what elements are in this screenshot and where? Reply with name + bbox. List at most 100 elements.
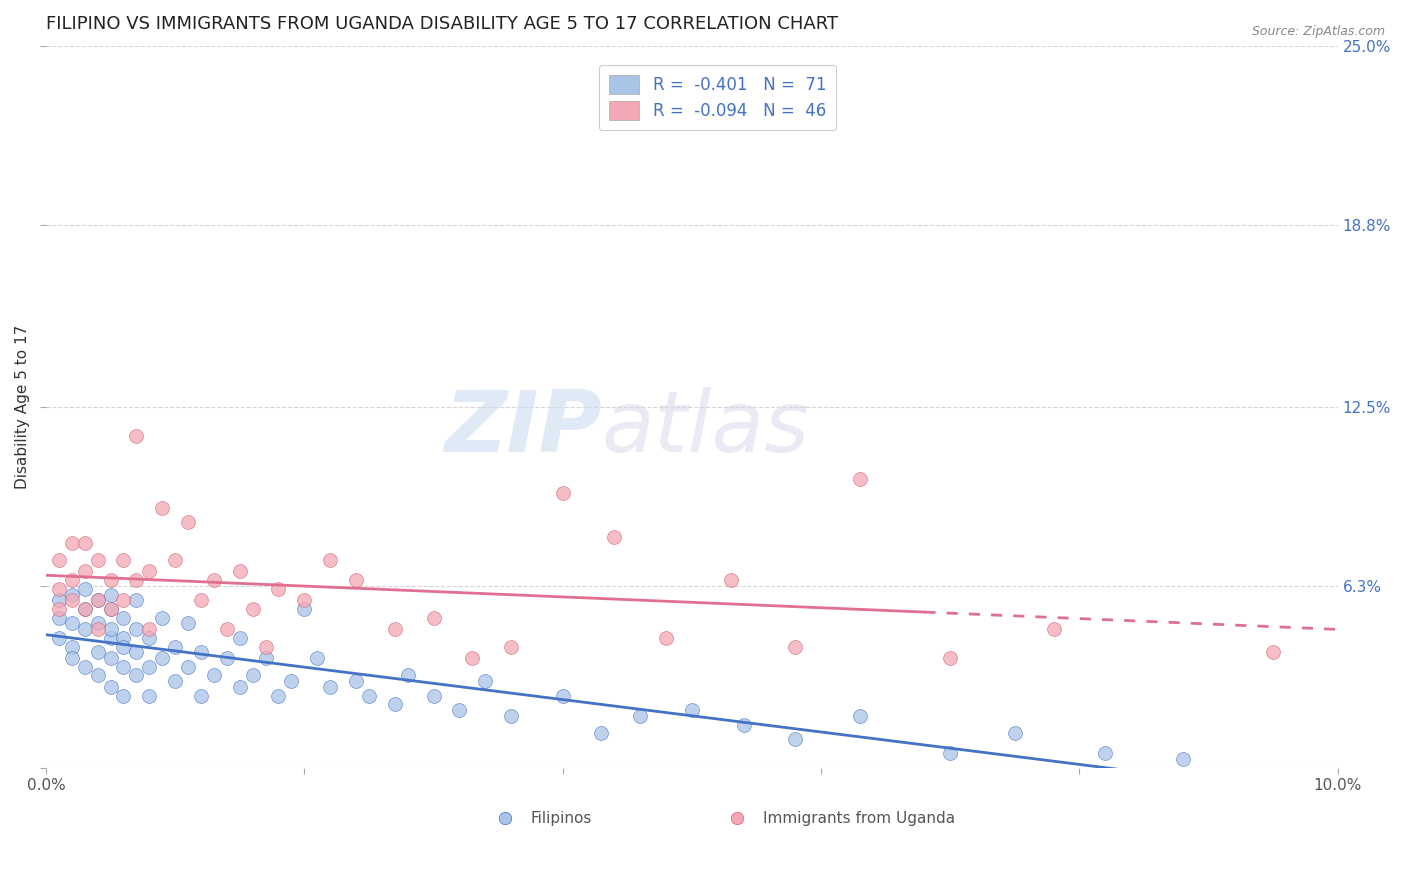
Point bbox=[125, 668, 148, 682]
Point bbox=[48, 553, 70, 567]
Point bbox=[1042, 622, 1064, 636]
Point bbox=[86, 616, 108, 631]
Point bbox=[720, 573, 742, 587]
Point bbox=[292, 593, 315, 607]
Point bbox=[60, 573, 83, 587]
Point bbox=[1171, 752, 1194, 766]
Point bbox=[267, 582, 290, 596]
Legend: R =  -0.401   N =  71, R =  -0.094   N =  46: R = -0.401 N = 71, R = -0.094 N = 46 bbox=[599, 65, 837, 130]
Point bbox=[254, 640, 277, 654]
Point bbox=[86, 622, 108, 636]
Point bbox=[100, 602, 122, 616]
Point bbox=[396, 668, 419, 682]
Point bbox=[112, 593, 135, 607]
Point bbox=[73, 602, 96, 616]
Point bbox=[125, 622, 148, 636]
Point bbox=[125, 645, 148, 659]
Point bbox=[1094, 747, 1116, 761]
Point bbox=[165, 553, 187, 567]
Point bbox=[60, 535, 83, 549]
Point bbox=[785, 640, 807, 654]
Point bbox=[138, 689, 160, 703]
Point bbox=[1263, 645, 1285, 659]
Point bbox=[229, 565, 252, 579]
Point bbox=[100, 573, 122, 587]
Point bbox=[384, 698, 406, 712]
Point bbox=[100, 631, 122, 645]
Point bbox=[48, 602, 70, 616]
Point bbox=[229, 631, 252, 645]
Point bbox=[48, 610, 70, 624]
Point bbox=[422, 689, 444, 703]
Point bbox=[112, 660, 135, 674]
Point bbox=[138, 565, 160, 579]
Point bbox=[112, 689, 135, 703]
Point bbox=[551, 486, 574, 500]
Point bbox=[461, 651, 484, 665]
Point bbox=[150, 651, 173, 665]
Point bbox=[422, 610, 444, 624]
Point bbox=[48, 582, 70, 596]
Point bbox=[344, 674, 367, 689]
Point bbox=[202, 573, 225, 587]
Point bbox=[603, 530, 626, 544]
Point bbox=[939, 651, 962, 665]
Point bbox=[60, 588, 83, 602]
Point bbox=[551, 689, 574, 703]
Point bbox=[242, 602, 264, 616]
Point bbox=[190, 689, 212, 703]
Point bbox=[215, 651, 238, 665]
Point bbox=[138, 660, 160, 674]
Point bbox=[384, 622, 406, 636]
Point bbox=[307, 651, 329, 665]
Point bbox=[73, 535, 96, 549]
Point bbox=[628, 709, 651, 723]
Point bbox=[48, 593, 70, 607]
Point bbox=[254, 651, 277, 665]
Point bbox=[100, 651, 122, 665]
Point bbox=[60, 640, 83, 654]
Point bbox=[73, 582, 96, 596]
Text: atlas: atlas bbox=[602, 387, 810, 470]
Point bbox=[1004, 726, 1026, 740]
Point bbox=[681, 703, 703, 717]
Text: Source: ZipAtlas.com: Source: ZipAtlas.com bbox=[1251, 25, 1385, 38]
Point bbox=[112, 631, 135, 645]
Point bbox=[125, 573, 148, 587]
Point bbox=[112, 640, 135, 654]
Point bbox=[190, 645, 212, 659]
Point bbox=[177, 660, 200, 674]
Point bbox=[73, 565, 96, 579]
Point bbox=[125, 428, 148, 442]
Point bbox=[86, 668, 108, 682]
Point bbox=[73, 622, 96, 636]
Point bbox=[112, 553, 135, 567]
Point bbox=[939, 747, 962, 761]
Point bbox=[849, 472, 872, 486]
Point bbox=[100, 588, 122, 602]
Point bbox=[292, 602, 315, 616]
Point bbox=[86, 593, 108, 607]
Point bbox=[138, 622, 160, 636]
Point bbox=[357, 689, 380, 703]
Point bbox=[202, 668, 225, 682]
Point bbox=[499, 640, 522, 654]
Point bbox=[319, 680, 342, 694]
Point bbox=[112, 610, 135, 624]
Point bbox=[100, 602, 122, 616]
Point bbox=[165, 674, 187, 689]
Point bbox=[499, 709, 522, 723]
Text: FILIPINO VS IMMIGRANTS FROM UGANDA DISABILITY AGE 5 TO 17 CORRELATION CHART: FILIPINO VS IMMIGRANTS FROM UGANDA DISAB… bbox=[46, 15, 838, 33]
Point bbox=[60, 616, 83, 631]
Y-axis label: Disability Age 5 to 17: Disability Age 5 to 17 bbox=[15, 325, 30, 489]
Point bbox=[73, 602, 96, 616]
Point bbox=[125, 593, 148, 607]
Point bbox=[655, 631, 678, 645]
Point bbox=[86, 593, 108, 607]
Point bbox=[100, 622, 122, 636]
Text: ZIP: ZIP bbox=[444, 387, 602, 470]
Point bbox=[215, 622, 238, 636]
Point bbox=[229, 680, 252, 694]
Point bbox=[177, 516, 200, 530]
Point bbox=[165, 640, 187, 654]
